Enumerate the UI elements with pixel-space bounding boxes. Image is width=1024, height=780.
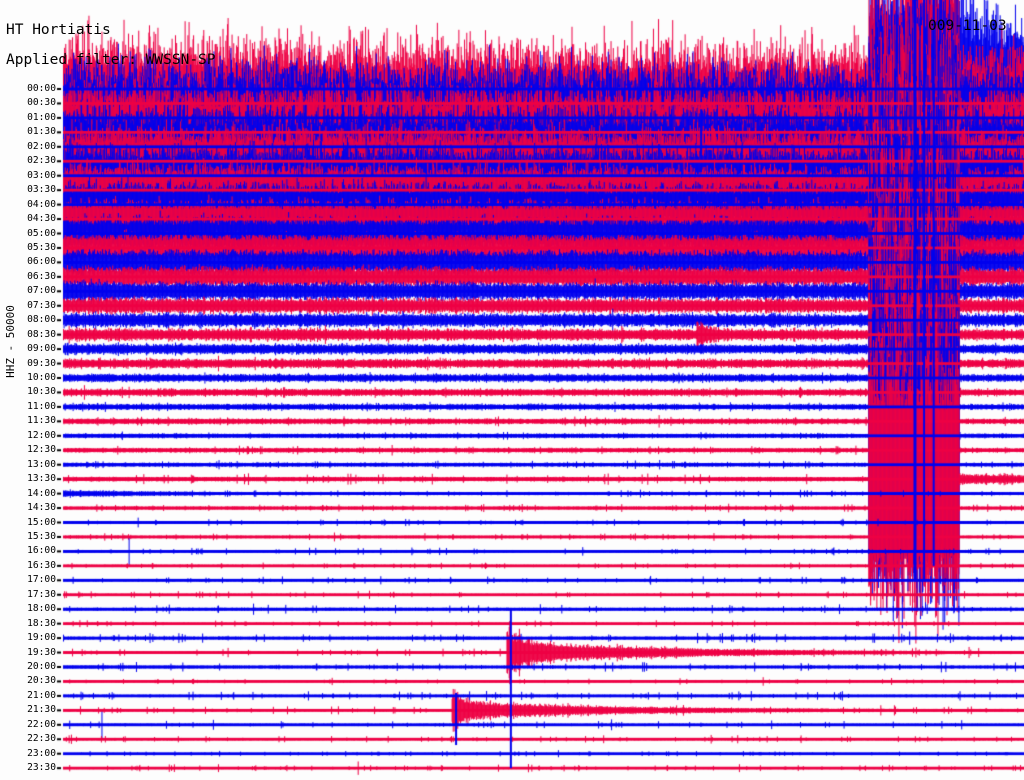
time-label: 12:30 — [27, 444, 56, 456]
time-label: 02:30 — [27, 155, 56, 167]
time-label: 16:00 — [27, 545, 56, 557]
time-label: 08:00 — [27, 314, 56, 326]
time-label: 07:00 — [27, 285, 56, 297]
time-label: 01:00 — [27, 111, 56, 123]
time-label: 00:30 — [27, 97, 56, 109]
time-label: 20:00 — [27, 661, 56, 672]
date-label: 009-11-03 — [928, 18, 1007, 34]
time-label: 16:30 — [27, 559, 56, 571]
y-axis-label: HHZ - 50000 — [3, 305, 17, 378]
time-label: 20:30 — [27, 675, 56, 687]
time-label: 10:00 — [27, 372, 56, 383]
y-axis-label-wrap: HHZ - 50000 — [0, 305, 54, 378]
time-label: 13:30 — [27, 473, 56, 485]
time-label: 13:00 — [27, 458, 56, 470]
time-label: 19:00 — [27, 632, 56, 644]
time-label: 06:30 — [27, 270, 56, 282]
time-label: 15:30 — [27, 530, 56, 542]
time-label: 03:30 — [27, 184, 56, 196]
time-label: 14:00 — [27, 487, 56, 499]
time-label: 19:30 — [27, 646, 56, 658]
time-label: 05:00 — [27, 227, 56, 239]
time-label: 22:00 — [27, 718, 56, 730]
time-label: 18:00 — [27, 603, 56, 615]
time-label: 21:00 — [27, 689, 56, 701]
time-label: 07:30 — [27, 299, 56, 311]
time-label: 06:00 — [27, 256, 56, 268]
time-label: 17:00 — [27, 574, 56, 586]
time-label: 10:30 — [27, 386, 56, 398]
filter-label: Applied filter: WWSSN-SP — [6, 52, 216, 68]
time-label: 11:30 — [27, 415, 56, 427]
time-label: 00:00 — [27, 83, 56, 94]
time-label: 04:00 — [27, 198, 56, 210]
time-label: 23:30 — [27, 762, 56, 774]
time-label: 09:30 — [27, 357, 56, 369]
time-label: 18:30 — [27, 617, 56, 629]
time-label: 02:00 — [27, 140, 56, 152]
time-label: 11:00 — [27, 400, 56, 412]
time-label: 22:30 — [27, 733, 56, 745]
time-label: 23:00 — [27, 747, 56, 759]
time-label: 04:30 — [27, 213, 56, 225]
time-label: 12:00 — [27, 429, 56, 441]
time-label: 03:00 — [27, 169, 56, 181]
time-label: 05:30 — [27, 241, 56, 253]
time-label: 01:30 — [27, 126, 56, 138]
time-label: 21:30 — [27, 704, 56, 716]
time-label: 14:30 — [27, 502, 56, 514]
station-title: HT Hortiatis — [6, 22, 111, 38]
time-label: 09:00 — [27, 343, 56, 355]
time-label: 15:00 — [27, 516, 56, 528]
time-label: 17:30 — [27, 588, 56, 600]
time-label: 08:30 — [27, 328, 56, 340]
